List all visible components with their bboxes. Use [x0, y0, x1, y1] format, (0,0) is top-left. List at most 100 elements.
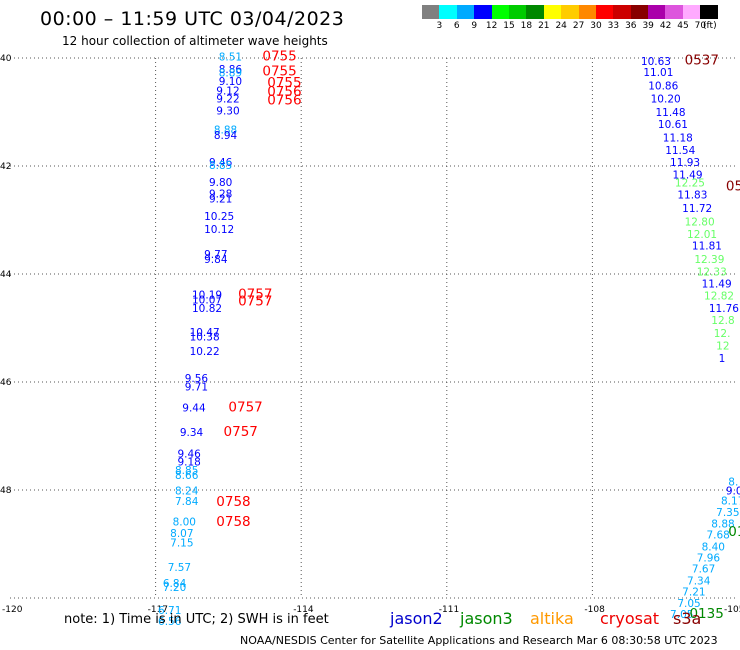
wave-height-value: 7.67	[692, 564, 715, 576]
wave-height-value: 8.86	[219, 64, 243, 76]
legend-swatch	[665, 5, 683, 19]
legend-label: 45	[677, 21, 689, 31]
wave-height-value: 8.94	[214, 130, 238, 142]
wave-height-value: 10.07	[192, 295, 222, 307]
map-title: 00:00 – 11:59 UTC 03/04/2023	[40, 8, 345, 30]
wave-height-value: 10.12	[204, 224, 234, 236]
wave-height-value: 8.00	[173, 517, 196, 529]
wave-height-value: 7.05	[677, 598, 700, 610]
wave-height-value: 10.22	[190, 346, 220, 358]
wave-height-value: 1	[719, 353, 726, 365]
y-tick-label: 48	[0, 486, 12, 496]
legend-label: 39	[642, 21, 654, 31]
legend-label: 42	[659, 21, 672, 31]
legend-label: (ft)	[703, 21, 717, 31]
wave-height-value: 10.47	[190, 327, 220, 339]
wave-height-value: 12.01	[687, 229, 717, 241]
satellite-s3a: s3a	[673, 609, 702, 628]
wave-height-value: 7.68	[706, 530, 729, 542]
wave-height-value: 9.34	[180, 427, 204, 439]
pass-time-label: 0537	[685, 52, 719, 68]
wave-height-value: 11.54	[665, 145, 695, 157]
wave-height-value: 9.46	[177, 449, 201, 461]
legend-swatch	[682, 5, 701, 19]
wave-height-value: 8.88	[214, 125, 237, 137]
wave-height-value: 6.56	[158, 616, 182, 628]
wave-height-value: 9.71	[185, 382, 208, 394]
pass-time-label: 0755	[262, 63, 296, 79]
satellite-jason3: jason3	[460, 609, 513, 628]
wave-height-legend-labels: 3 6 9 12 15 18 21 24 27 30 33 36 39 42 45 70 (ft)	[422, 21, 732, 33]
x-tick-label: -120	[2, 605, 23, 615]
wave-height-value: 11.01	[643, 67, 673, 79]
wave-height-value: 12	[716, 341, 729, 353]
wave-height-labels: 8.518.868.899.109.129.229.308.888.949.46…	[158, 49, 740, 628]
pass-time-label: 0757	[228, 400, 262, 416]
pass-time-label: 0756	[267, 84, 301, 100]
wave-height-value: 10.19	[192, 289, 222, 301]
x-tick-label: -111	[439, 605, 459, 615]
wave-height-value: 11.76	[709, 303, 739, 315]
wave-height-value: 12.25	[675, 178, 705, 190]
wave-height-value: 10.20	[651, 93, 681, 105]
legend-swatch	[630, 5, 649, 19]
legend-swatch	[508, 5, 527, 19]
wave-height-color-legend	[422, 5, 718, 19]
wave-height-value: 11.48	[655, 107, 685, 119]
wave-height-value: 7.96	[697, 552, 721, 564]
legend-swatch	[561, 5, 579, 19]
wave-height-value: 10.63	[641, 56, 671, 68]
legend-swatch	[422, 5, 440, 19]
legend-label: 21	[538, 21, 550, 31]
wave-height-value: 12.8	[711, 315, 734, 327]
wave-height-value: 12.80	[685, 216, 715, 228]
legend-swatch	[491, 5, 509, 19]
legend-swatch	[700, 5, 718, 19]
wave-height-value: 8.	[728, 477, 738, 489]
legend-label: 9	[471, 21, 478, 31]
legend-label: 24	[555, 21, 567, 31]
wave-height-value: 11.49	[702, 279, 732, 291]
satellite-cryosat: cryosat	[600, 609, 660, 628]
wave-height-value: 8.85	[175, 465, 198, 477]
wave-height-value: 9.77	[204, 249, 227, 261]
wave-height-value: 9.46	[209, 157, 233, 169]
wave-height-value: 9.0	[726, 485, 740, 497]
legend-label: 3	[436, 21, 443, 31]
x-tick-label: -114	[293, 605, 314, 615]
wave-height-value: 11.83	[677, 189, 707, 201]
wave-height-value: 7.15	[170, 538, 193, 550]
units-note: note: 1) Time is in UTC; 2) SWH is in fe…	[64, 612, 329, 627]
wave-height-value: 6.84	[163, 578, 187, 590]
wave-height-value: 11.93	[670, 157, 700, 169]
pass-time-label: 0758	[216, 494, 250, 510]
wave-height-value: 8.24	[175, 485, 199, 497]
wave-height-value: 11.81	[692, 241, 722, 253]
wave-height-value: 8.88	[711, 518, 734, 530]
wave-height-value: 7.57	[168, 562, 191, 574]
wave-height-value: 10.25	[204, 211, 234, 223]
legend-label: 36	[625, 21, 637, 31]
satellite-altika: altika	[530, 609, 574, 628]
axis-ticks: -120 -117 -114 -111 -108 -105 40 42 44 46 48	[0, 54, 740, 615]
wave-height-value: 7.21	[682, 586, 705, 598]
wave-height-value: 10.38	[190, 331, 220, 343]
wave-height-value: 12.82	[704, 290, 734, 302]
map-grid	[10, 57, 738, 599]
wave-height-value: 9.10	[219, 76, 242, 88]
wave-height-value: 6.71	[158, 605, 181, 617]
legend-label: 33	[607, 21, 620, 31]
wave-height-value: 7.05	[670, 609, 693, 621]
wave-height-value: 10.86	[648, 80, 678, 92]
legend-label: 30	[590, 21, 602, 31]
wave-height-value: 8.40	[702, 541, 725, 553]
wave-height-value: 8.07	[170, 528, 193, 540]
wave-height-value: 12.39	[694, 254, 724, 266]
wave-height-value: 11.49	[672, 169, 702, 181]
wave-height-value: 8.66	[175, 470, 199, 482]
wave-height-value: 9.56	[185, 373, 209, 385]
pass-time-label: 0135	[689, 606, 723, 622]
y-tick-label: 40	[0, 54, 12, 64]
wave-height-value: 9.84	[204, 254, 228, 266]
